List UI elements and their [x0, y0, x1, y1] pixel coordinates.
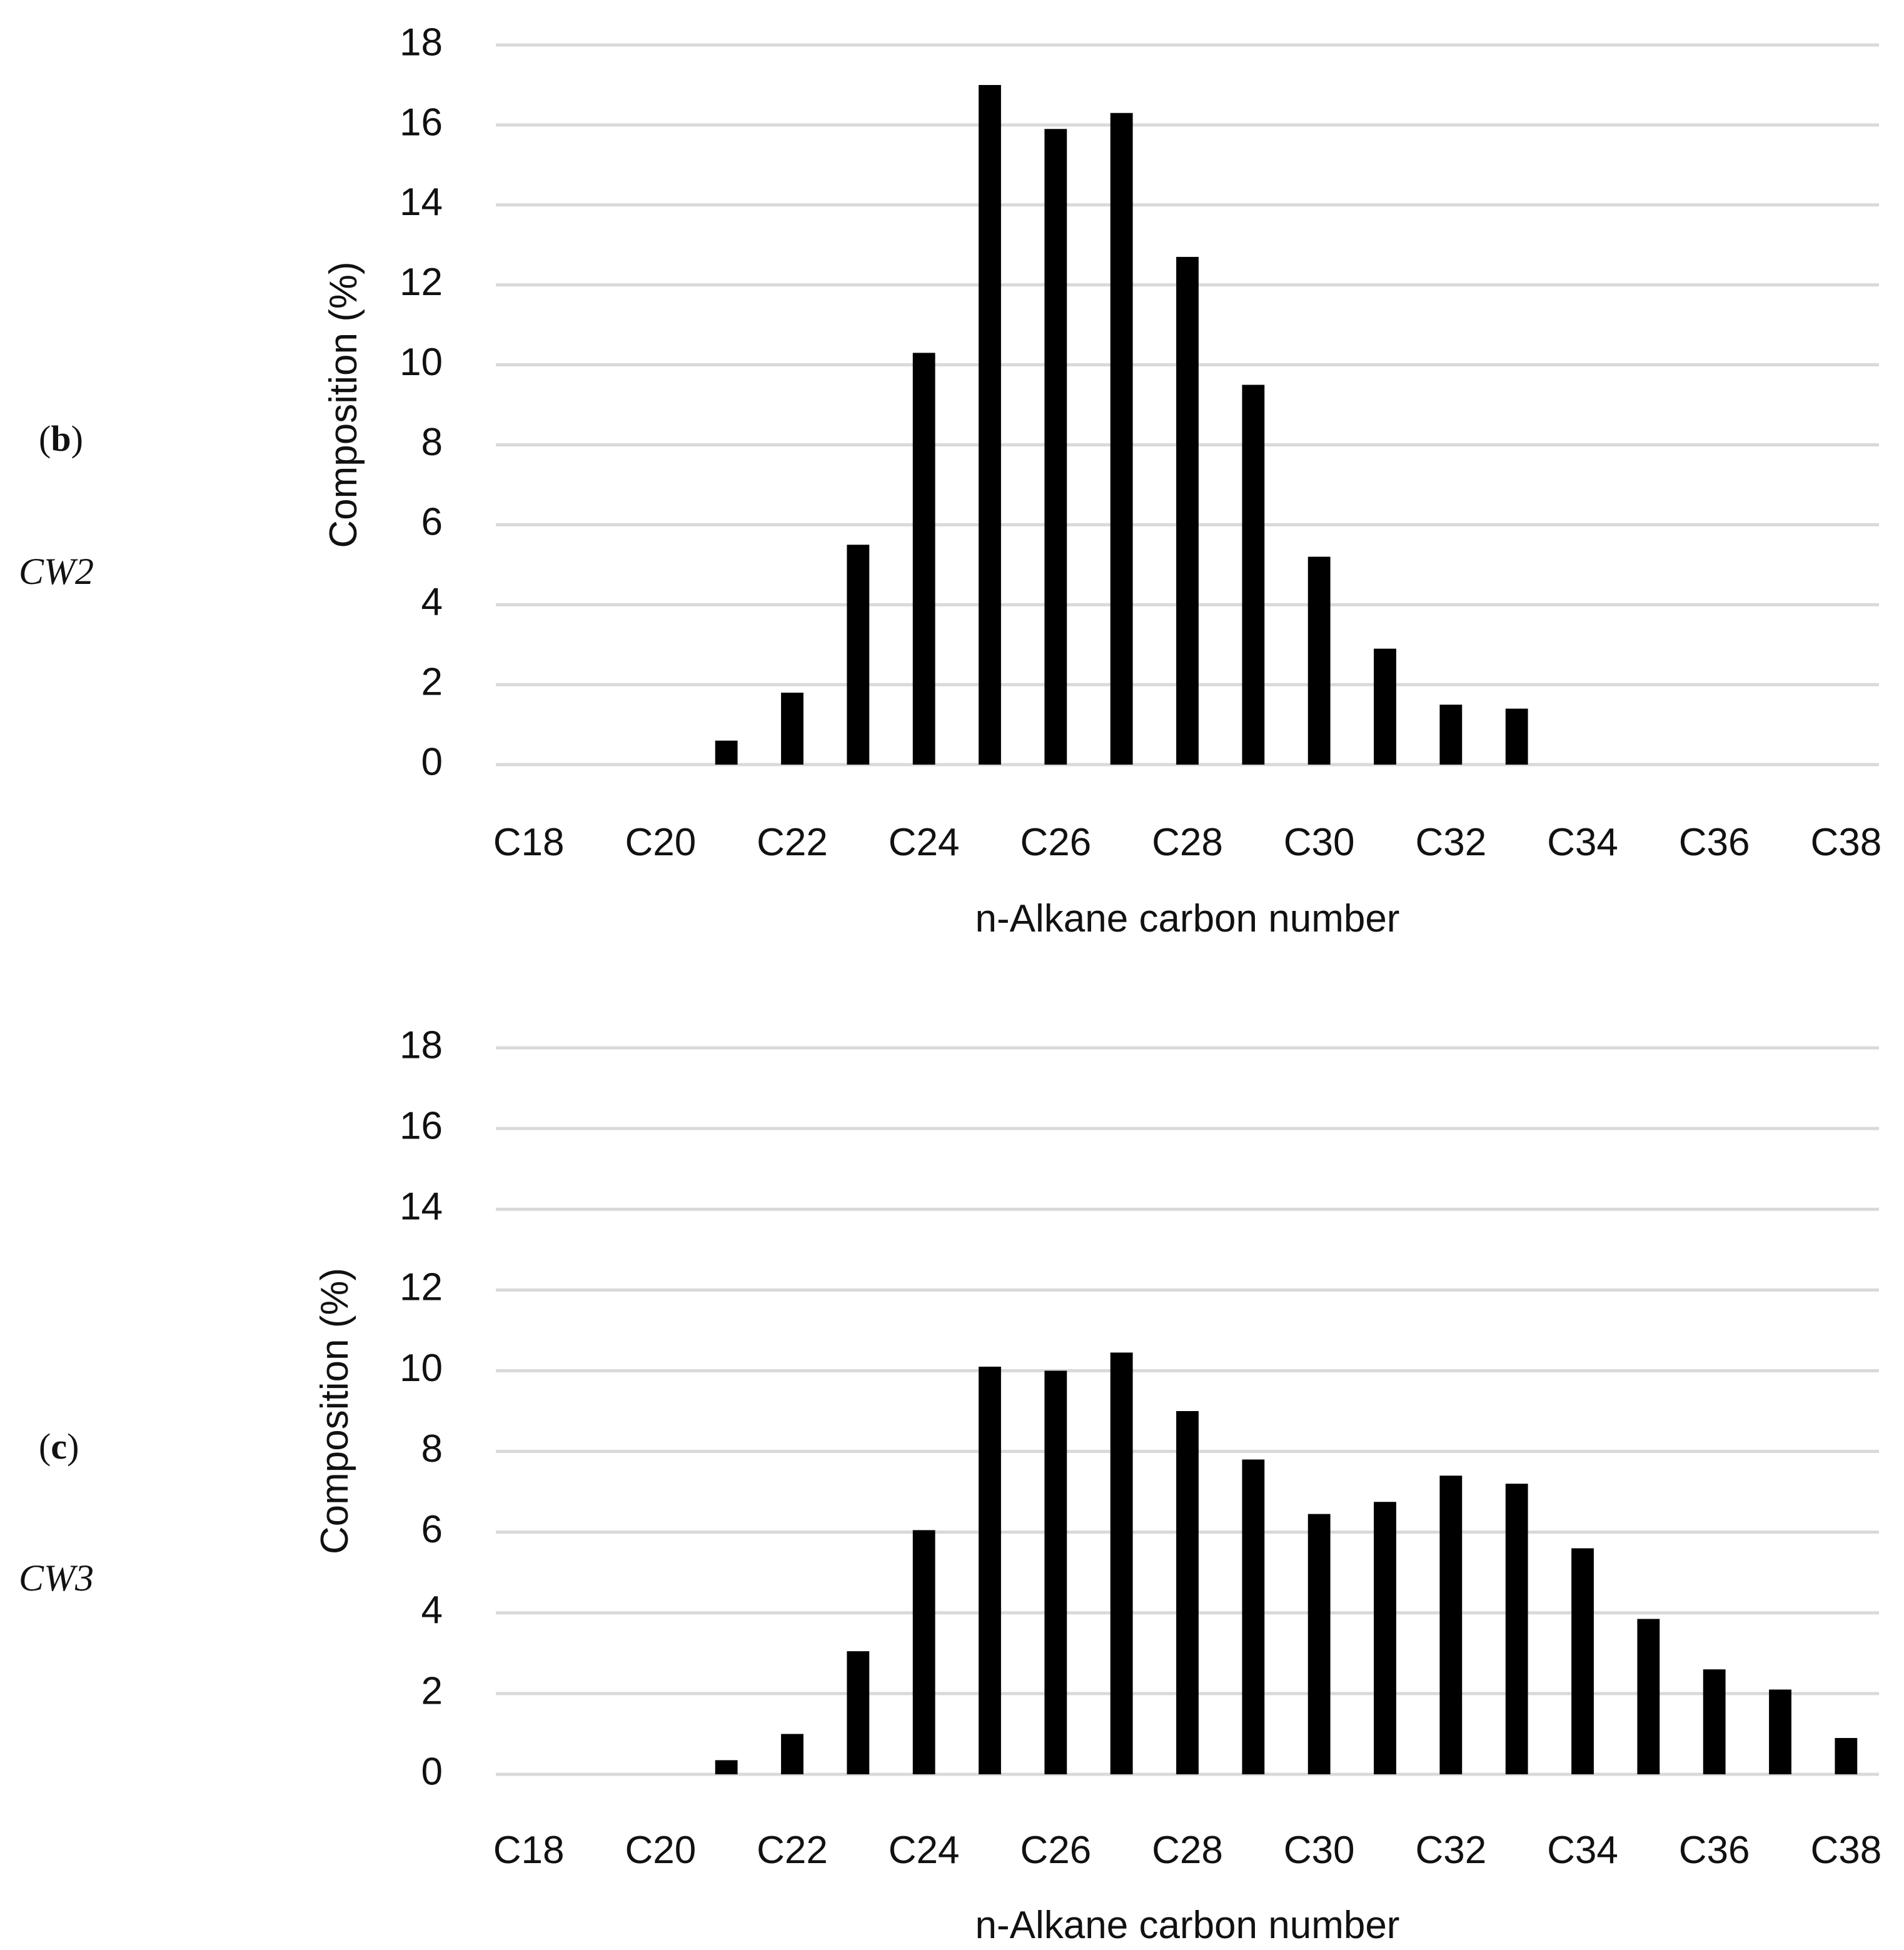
sample-label-cw3: CW3: [19, 1557, 94, 1599]
x-tick-label: C24: [889, 1829, 960, 1872]
y-axis-title: Composition (%): [322, 261, 365, 548]
bar-c26: [1044, 1370, 1067, 1774]
x-tick-label: C36: [1679, 1829, 1750, 1872]
x-tick-label: C22: [757, 1829, 828, 1872]
bar-c25: [979, 1366, 1001, 1774]
bar-c32: [1439, 1475, 1463, 1774]
bar-c28: [1176, 256, 1199, 765]
panel-label-c: (c): [39, 1426, 79, 1467]
y-tick-label: 2: [421, 660, 443, 703]
bar-c25: [979, 84, 1001, 765]
y-tick-label: 14: [400, 1185, 443, 1229]
x-tick-label: C30: [1284, 821, 1355, 864]
x-tick-label: C20: [625, 1829, 696, 1872]
bar-c28: [1176, 1411, 1199, 1774]
y-tick-label: 2: [421, 1669, 443, 1712]
sample-label-cw2: CW2: [19, 551, 94, 592]
y-tick-label: 14: [400, 181, 443, 224]
x-tick-label: C22: [757, 821, 828, 864]
bar-c24: [912, 353, 935, 765]
x-tick-label: C34: [1547, 1829, 1618, 1872]
y-tick-label: 0: [421, 1750, 443, 1793]
bar-c30: [1307, 556, 1331, 765]
bar-c21: [715, 1760, 738, 1774]
y-tick-label: 12: [400, 1266, 443, 1309]
bar-c33: [1505, 708, 1528, 765]
y-tick-label: 4: [421, 1589, 443, 1632]
x-tick-label: C18: [493, 821, 565, 864]
bar-c22: [781, 692, 803, 765]
bar-c36: [1703, 1669, 1726, 1774]
bar-c26: [1044, 129, 1067, 765]
y-tick-label: 6: [421, 501, 443, 544]
x-axis-title: n-Alkane carbon number: [975, 1904, 1400, 1947]
y-tick-label: 8: [421, 1427, 443, 1470]
x-tick-label: C24: [889, 821, 960, 864]
bar-c27: [1110, 1352, 1133, 1774]
x-tick-label: C26: [1020, 821, 1091, 864]
y-tick-label: 0: [421, 740, 443, 783]
x-tick-label: C20: [625, 821, 696, 864]
y-tick-label: 18: [400, 21, 443, 64]
y-tick-label: 10: [400, 1347, 443, 1390]
bar-c30: [1307, 1514, 1331, 1774]
bar-c31: [1374, 648, 1396, 765]
x-tick-label: C28: [1152, 1829, 1223, 1872]
bar-c23: [847, 545, 870, 765]
x-tick-label: C32: [1415, 821, 1486, 864]
y-tick-label: 8: [421, 421, 443, 464]
bar-c24: [912, 1530, 935, 1774]
y-tick-label: 10: [400, 341, 443, 384]
y-tick-label: 16: [400, 101, 443, 144]
y-tick-label: 18: [400, 1023, 443, 1067]
bar-c38: [1835, 1737, 1858, 1774]
x-tick-label: C38: [1810, 1829, 1881, 1872]
panel-label-b: (b): [39, 418, 83, 459]
bar-c33: [1505, 1484, 1528, 1774]
x-axis-title: n-Alkane carbon number: [975, 897, 1400, 940]
bar-c27: [1110, 113, 1133, 765]
chart-cw2: 0 2 4 6 8 10 12 14 16 18 C18 C20 C22 C24 C26 C28 C30 C32 C…: [322, 21, 1881, 940]
chart-cw3: 0 2 4 6 8 10 12 14 16 18 C18 C20 C22 C24 C26 C28 C30 C32 C…: [313, 1023, 1881, 1947]
x-tick-label: C34: [1547, 821, 1618, 864]
y-tick-label: 16: [400, 1104, 443, 1147]
y-tick-label: 12: [400, 261, 443, 304]
bar-c22: [781, 1734, 803, 1774]
x-tick-label: C30: [1284, 1829, 1355, 1872]
bar-c29: [1242, 384, 1265, 765]
x-tick-label: C32: [1415, 1829, 1486, 1872]
y-tick-label: 6: [421, 1508, 443, 1551]
y-tick-label: 4: [421, 581, 443, 624]
bar-c37: [1769, 1689, 1791, 1774]
y-axis-title: Composition (%): [313, 1268, 356, 1554]
bar-c23: [847, 1651, 870, 1774]
bar-c35: [1637, 1619, 1660, 1774]
x-tick-label: C18: [493, 1829, 565, 1872]
bar-c32: [1439, 705, 1463, 765]
x-tick-label: C26: [1020, 1829, 1091, 1872]
bar-c29: [1242, 1459, 1265, 1774]
x-tick-label: C36: [1679, 821, 1750, 864]
x-tick-label: C38: [1810, 821, 1881, 864]
x-tick-label: C28: [1152, 821, 1223, 864]
bar-c31: [1374, 1502, 1396, 1774]
bar-c34: [1571, 1548, 1594, 1774]
bar-c21: [715, 740, 738, 765]
